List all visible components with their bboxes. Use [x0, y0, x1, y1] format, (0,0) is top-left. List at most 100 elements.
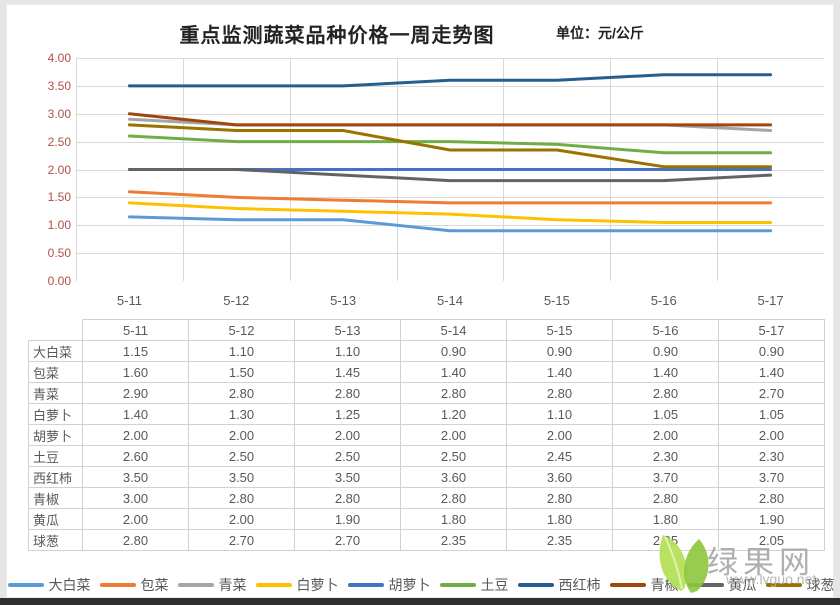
price-cell: 1.40 [506, 361, 613, 383]
price-cell: 2.80 [188, 382, 295, 404]
series-line-6 [127, 73, 773, 88]
legend-item: 青菜 [177, 575, 247, 595]
price-cell: 2.50 [188, 445, 295, 467]
price-cell: 2.60 [82, 445, 189, 467]
legend-swatch [255, 583, 292, 587]
legend-swatch [7, 583, 44, 587]
legend-swatch [609, 583, 646, 587]
table-header-cell: 5-16 [612, 319, 719, 341]
price-cell: 1.15 [82, 340, 189, 362]
table-row: 大白菜 1.15 1.10 1.10 0.90 0.90 0.90 0.90 [28, 340, 825, 362]
price-cell: 2.80 [718, 487, 825, 509]
price-cell: 1.45 [294, 361, 401, 383]
x-axis-label: 5-15 [543, 293, 570, 308]
price-cell: 1.80 [506, 508, 613, 530]
table-corner-cell [29, 320, 83, 341]
price-cell: 2.00 [506, 424, 613, 446]
price-cell: 1.10 [294, 340, 401, 362]
legend-swatch [765, 583, 802, 587]
price-cell: 1.80 [400, 508, 507, 530]
row-label: 包菜 [28, 361, 83, 383]
series-line-8 [127, 168, 773, 183]
y-axis-label: 4.00 [47, 51, 71, 65]
series-line-7 [127, 112, 773, 127]
price-cell: 2.00 [718, 424, 825, 446]
legend-label: 大白菜 [48, 577, 91, 593]
price-cell: 2.00 [82, 424, 189, 446]
price-cell: 2.05 [718, 529, 825, 551]
table-row: 青椒 3.00 2.80 2.80 2.80 2.80 2.80 2.80 [28, 487, 825, 509]
price-cell: 0.90 [506, 340, 613, 362]
watermark-site-url: www.lvguo.net [726, 571, 817, 587]
price-cell: 3.50 [188, 466, 295, 488]
price-cell: 2.70 [188, 529, 295, 551]
table-row: 胡萝卜 2.00 2.00 2.00 2.00 2.00 2.00 2.00 [28, 424, 825, 446]
row-label: 白萝卜 [28, 403, 83, 425]
legend-swatch [687, 583, 724, 587]
watermark-site-name: 绿果网 [707, 545, 815, 580]
price-cell: 1.10 [188, 340, 295, 362]
series-line-1 [127, 190, 773, 205]
y-axis-label: 2.50 [47, 134, 71, 149]
table-row: 白萝卜 1.40 1.30 1.25 1.20 1.10 1.05 1.05 [28, 403, 825, 425]
series-line-3 [127, 201, 773, 224]
legend-item: 包菜 [99, 575, 169, 595]
price-cell: 0.90 [718, 340, 825, 362]
price-cell: 2.30 [612, 445, 719, 467]
legend-label: 包菜 [140, 577, 169, 593]
price-cell: 2.80 [612, 382, 719, 404]
price-cell: 3.00 [82, 487, 189, 509]
legend-swatch [177, 583, 214, 587]
price-cell: 1.20 [400, 403, 507, 425]
price-cell: 1.60 [82, 361, 189, 383]
row-label: 黄瓜 [28, 508, 83, 530]
price-cell: 2.00 [612, 424, 719, 446]
price-cell: 2.80 [294, 487, 401, 509]
price-cell: 2.50 [294, 445, 401, 467]
x-axis-label: 5-12 [223, 293, 250, 308]
y-axis-label: 0.00 [47, 274, 71, 288]
title-row: 重点监测蔬菜品种价格一周走势图 单位：元/公斤 [7, 19, 835, 47]
chart-legend: 大白菜 包菜 青菜 白萝卜 胡萝卜 土豆 西红柿 青椒 黄瓜 球葱 [7, 575, 835, 595]
price-cell: 2.70 [294, 529, 401, 551]
series-line-5 [127, 134, 773, 155]
table-row: 包菜 1.60 1.50 1.45 1.40 1.40 1.40 1.40 [28, 361, 825, 383]
price-cell: 2.35 [506, 529, 613, 551]
legend-label: 胡萝卜 [388, 577, 431, 593]
price-cell: 2.80 [506, 487, 613, 509]
price-cell: 1.40 [82, 403, 189, 425]
legend-label: 白萝卜 [296, 577, 339, 593]
legend-swatch [347, 583, 384, 587]
table-row: 土豆 2.60 2.50 2.50 2.50 2.45 2.30 2.30 [28, 445, 825, 467]
legend-item: 大白菜 [7, 575, 91, 595]
table-header-cell: 5-15 [506, 319, 613, 341]
price-cell: 2.80 [82, 529, 189, 551]
price-cell: 2.70 [718, 382, 825, 404]
price-cell: 3.60 [400, 466, 507, 488]
price-cell: 1.05 [718, 403, 825, 425]
price-cell: 1.40 [612, 361, 719, 383]
price-cell: 2.00 [82, 508, 189, 530]
table-row: 西红柿 3.50 3.50 3.50 3.60 3.60 3.70 3.70 [28, 466, 825, 488]
table-header-cell: 5-12 [188, 319, 295, 341]
legend-swatch [439, 583, 476, 587]
price-cell: 3.50 [294, 466, 401, 488]
y-axis-label: 1.00 [47, 218, 71, 233]
price-cell: 3.70 [612, 466, 719, 488]
watermark: 绿果网 www.lvguo.net [651, 529, 829, 601]
page-title: 重点监测蔬菜品种价格一周走势图 [179, 25, 495, 47]
price-cell: 2.00 [188, 424, 295, 446]
row-label: 西红柿 [28, 466, 83, 488]
x-axis-label: 5-13 [330, 293, 357, 308]
table-header-cell: 5-13 [294, 319, 401, 341]
price-cell: 2.00 [188, 508, 295, 530]
price-cell: 1.10 [506, 403, 613, 425]
price-cell: 3.50 [82, 466, 189, 488]
legend-item: 球葱 [765, 575, 835, 595]
price-cell: 1.30 [188, 403, 295, 425]
legend-label: 青菜 [218, 577, 247, 593]
row-label: 土豆 [28, 445, 83, 467]
price-cell: 0.90 [400, 340, 507, 362]
chart-plot-area [76, 58, 824, 281]
bottom-edge-bar [0, 598, 840, 605]
